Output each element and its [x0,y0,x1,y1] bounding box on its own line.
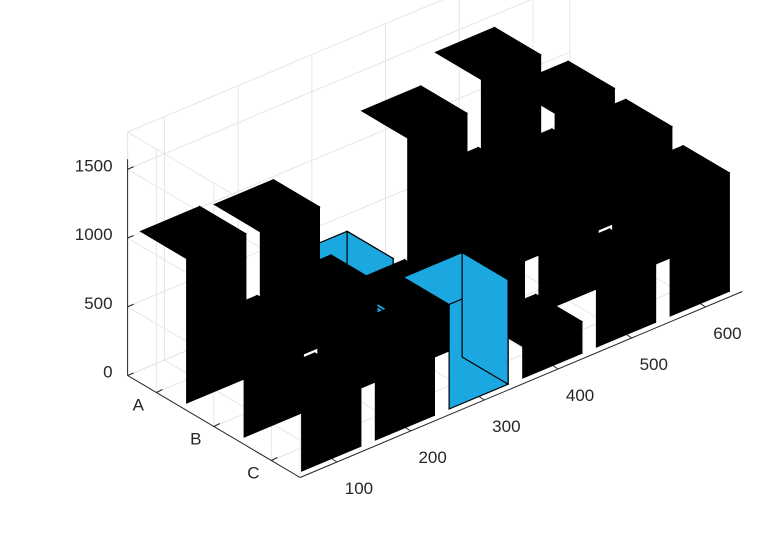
x-tick-label: 600 [713,324,741,343]
z-tick [127,235,134,239]
bar-side-face [387,307,435,417]
bar-200-C [328,307,436,441]
y-tick-label: A [133,396,145,415]
bar-300-C [401,251,510,410]
grid-edge [127,0,444,133]
z-tick [127,372,134,376]
y-tick [156,389,163,393]
z-tick [127,166,134,170]
label-layer: 0 500 1000 1500 A B C 100 200 300 400 500 600 [75,156,742,498]
x-axis-line [299,291,743,478]
x-tick-label: 500 [640,355,668,374]
bar-side-face [682,144,730,293]
x-tick-label: 100 [345,479,373,498]
bar-side-face [461,251,509,386]
bar-600-C [622,144,731,317]
x-tick-label: 200 [418,448,446,467]
z-tick-label: 500 [84,294,112,313]
y-tick-label: B [190,430,201,449]
bar-side-face [199,205,247,380]
z-tick-label: 1000 [75,225,113,244]
z-tick-label: 0 [103,363,112,382]
bar-layer [139,26,731,472]
y-tick-label: C [247,464,259,483]
x-tick-label: 400 [566,386,594,405]
z-tick [127,303,134,308]
bar-side-face [272,178,320,349]
bar-side-face [608,227,657,324]
y-tick [213,423,221,427]
y-tick [271,457,278,461]
grid-line-z-back [127,0,532,170]
z-tick-label: 1500 [75,156,113,175]
axis-layer [127,159,743,478]
bar-100-C [254,351,363,472]
bar-side-face [535,293,583,355]
bar-500-C [549,227,657,348]
bar-side-face [314,351,362,448]
x-tick-label: 300 [492,417,520,436]
